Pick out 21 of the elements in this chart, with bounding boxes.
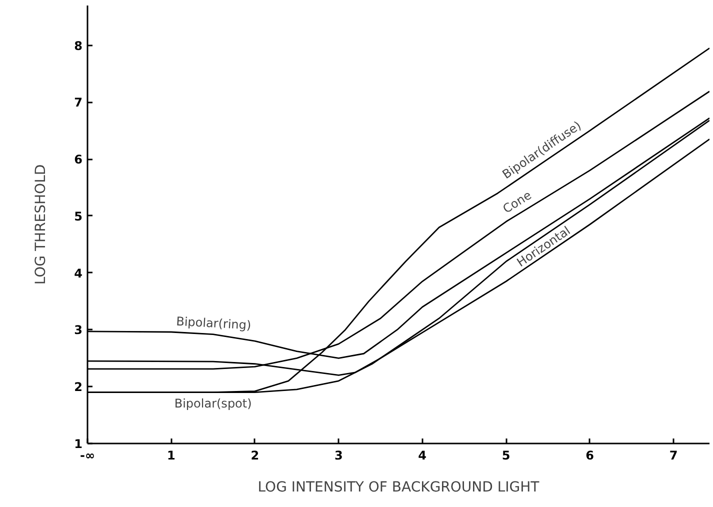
annotation: Cone xyxy=(500,188,534,216)
x-tick-label: 7 xyxy=(669,448,678,462)
y-tick-label: 5 xyxy=(74,209,83,224)
y-tick-label: 2 xyxy=(74,380,83,394)
y-tick-label: 7 xyxy=(74,96,83,110)
annotation: Bipolar(spot) xyxy=(174,396,252,410)
y-tick-label: 4 xyxy=(74,266,83,280)
x-tick-label: 2 xyxy=(250,448,260,462)
y-tick-label: 6 xyxy=(74,152,83,167)
y-axis-title: LOG THRESHOLD xyxy=(33,164,50,285)
annotation: Bipolar(ring) xyxy=(176,314,252,332)
y-tick-label: 8 xyxy=(74,38,83,53)
x-tick-label: -∞ xyxy=(80,448,95,462)
x-tick-label: 6 xyxy=(586,448,594,462)
x-tick-label: 3 xyxy=(334,448,343,462)
y-tick-label: 3 xyxy=(74,323,83,338)
x-tick-label: 1 xyxy=(167,448,176,462)
x-axis-title: LOG INTENSITY OF BACKGROUND LIGHT xyxy=(258,480,540,496)
x-tick-label: 4 xyxy=(418,448,427,462)
x-tick-label: 5 xyxy=(502,448,510,462)
y-tick-label: 1 xyxy=(74,437,83,451)
